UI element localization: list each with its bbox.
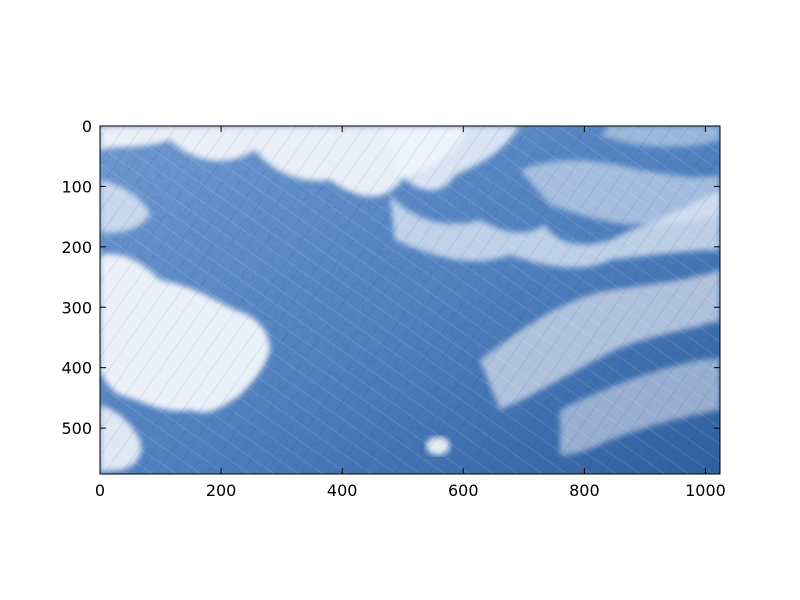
- deepdream-cloud-image: [100, 126, 720, 474]
- x-tick-label: 0: [95, 481, 105, 500]
- y-tick-label: 100: [61, 177, 92, 196]
- x-axis-ticks: 0 200 400 600 800 1000: [95, 126, 726, 500]
- y-tick-label: 400: [61, 359, 92, 378]
- x-tick-label: 1000: [685, 481, 726, 500]
- x-tick-label: 600: [448, 481, 479, 500]
- y-tick-label: 0: [82, 117, 92, 136]
- y-tick-label: 500: [61, 419, 92, 438]
- y-tick-label: 200: [61, 238, 92, 257]
- y-axis-ticks: 0 100 200 300 400 500: [61, 117, 720, 438]
- y-tick-label: 300: [61, 298, 92, 317]
- x-tick-label: 800: [569, 481, 600, 500]
- x-tick-label: 400: [327, 481, 358, 500]
- x-tick-label: 200: [206, 481, 237, 500]
- axes-frame: [99, 125, 721, 475]
